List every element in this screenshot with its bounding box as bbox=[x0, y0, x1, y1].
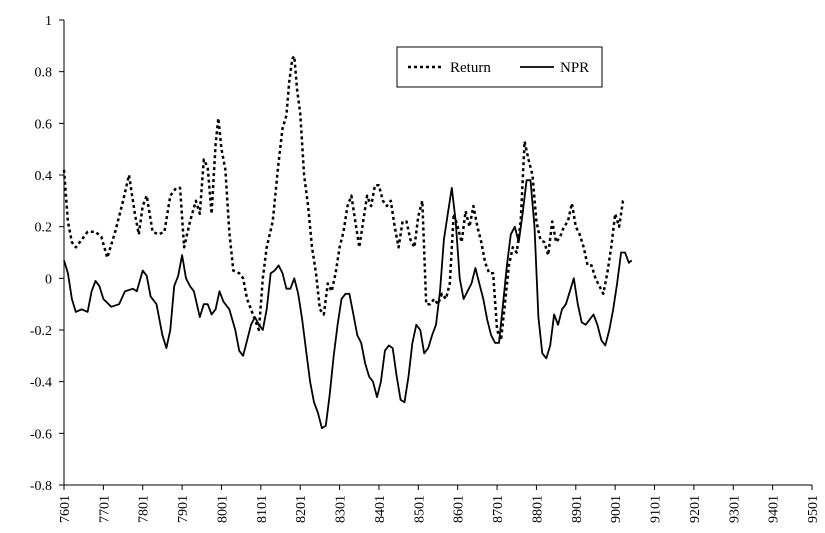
x-tick-label: 8001 bbox=[215, 495, 230, 523]
x-tick-label: 8501 bbox=[412, 495, 427, 523]
y-tick-label: -0.2 bbox=[30, 324, 52, 339]
x-tick-label: 9101 bbox=[649, 495, 664, 523]
y-axis: 1 0.8 0.6 0.4 0.2 0 -0.2 -0.4 -0.6 -0.8 bbox=[30, 14, 65, 494]
legend: Return NPR bbox=[396, 46, 603, 88]
x-tick-label: 9001 bbox=[609, 495, 624, 523]
x-tick-label: 8101 bbox=[255, 495, 270, 523]
plot-area bbox=[62, 54, 633, 430]
y-tick-label: 0.4 bbox=[35, 169, 53, 184]
y-tick-label: -0.4 bbox=[30, 376, 52, 391]
y-tick-label: 0.6 bbox=[35, 117, 53, 132]
x-tick-label: 8901 bbox=[570, 495, 585, 523]
x-tick-label: 9501 bbox=[806, 495, 821, 523]
x-tick-label: 8601 bbox=[452, 495, 467, 523]
series-line-npr bbox=[63, 179, 633, 430]
x-tick-label: 7801 bbox=[137, 495, 152, 523]
y-tick-label: 0.2 bbox=[35, 221, 53, 236]
x-tick-label: 7601 bbox=[58, 495, 73, 523]
legend-label-return: Return bbox=[450, 60, 491, 76]
x-tick-label: 9201 bbox=[688, 495, 703, 523]
y-tick-label: 1 bbox=[45, 14, 52, 29]
x-tick-label: 8201 bbox=[294, 495, 309, 523]
y-tick-label: 0.8 bbox=[35, 66, 53, 81]
legend-box bbox=[396, 46, 603, 88]
x-tick-label: 7701 bbox=[97, 495, 112, 523]
series-line-return bbox=[62, 54, 626, 342]
y-tick-label: -0.6 bbox=[30, 427, 52, 442]
y-tick-label: -0.8 bbox=[30, 479, 52, 494]
y-tick-label: 0 bbox=[45, 272, 52, 287]
x-tick-label: 8401 bbox=[373, 495, 388, 523]
legend-label-npr: NPR bbox=[560, 60, 589, 76]
x-tick-label: 7901 bbox=[176, 495, 191, 523]
x-tick-label: 8301 bbox=[334, 495, 349, 523]
x-tick-label: 8801 bbox=[530, 495, 545, 523]
x-tick-label: 8701 bbox=[491, 495, 506, 523]
x-tick-label: 9301 bbox=[727, 495, 742, 523]
x-tick-label: 9401 bbox=[767, 495, 782, 523]
x-axis: 7601 7701 7801 7901 8001 8101 8201 8301 8401 8501… bbox=[58, 484, 821, 523]
